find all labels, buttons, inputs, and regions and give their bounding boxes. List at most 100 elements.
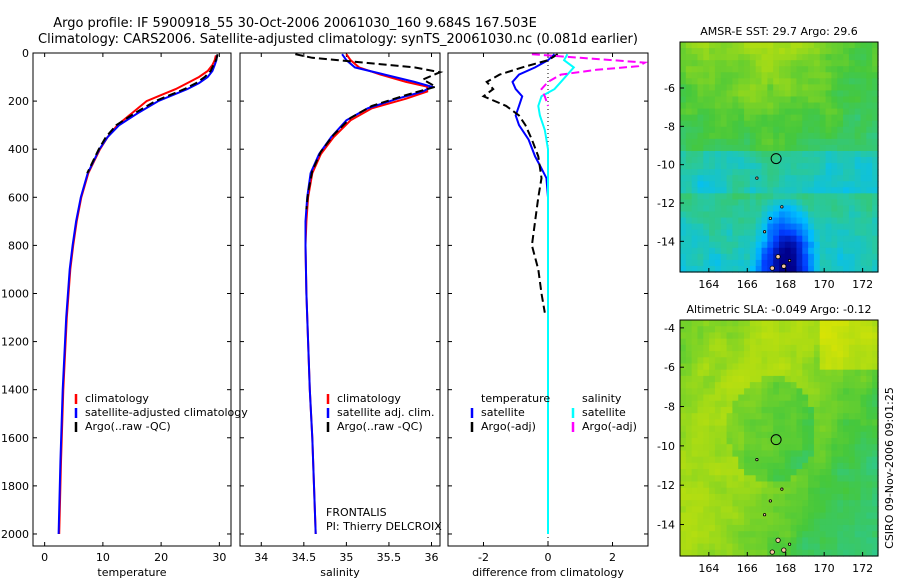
map-cell <box>819 193 827 200</box>
map-cell <box>738 444 745 452</box>
map-cell <box>779 157 786 164</box>
map-cell <box>744 326 751 334</box>
map-cell <box>703 169 710 176</box>
map-cell <box>703 493 710 501</box>
map-cell <box>813 382 821 389</box>
map-cell <box>790 338 798 346</box>
map-cell <box>703 163 710 170</box>
y-tick-label: 1000 <box>1 287 29 300</box>
map-cell <box>848 163 856 170</box>
map-cell <box>854 150 862 158</box>
map-cell <box>784 400 792 408</box>
map-cell <box>796 169 803 176</box>
map-cell <box>872 375 879 383</box>
map-cell <box>848 205 856 213</box>
map-cell <box>767 394 774 402</box>
map-cell <box>784 487 792 495</box>
map-cell <box>749 211 757 219</box>
map-cell <box>691 199 699 207</box>
map-cell <box>738 157 745 164</box>
map-cell <box>744 456 751 464</box>
map-cell <box>755 132 763 140</box>
map-cell <box>738 132 745 140</box>
map-cell <box>854 500 862 507</box>
map-cell <box>848 72 856 79</box>
map-cell <box>784 72 792 79</box>
map-cell <box>685 400 693 408</box>
map-cell <box>825 211 833 219</box>
map-cell <box>813 96 821 104</box>
map-cell <box>755 351 763 358</box>
map-cell <box>819 150 827 158</box>
map-cell <box>779 42 786 49</box>
map-cell <box>755 169 763 176</box>
map-cell <box>720 54 728 61</box>
map-cell <box>790 108 798 116</box>
map-cell <box>755 369 763 377</box>
map-cell <box>831 84 838 92</box>
map-cell <box>779 60 786 67</box>
map-cell <box>848 369 856 377</box>
map-cell <box>749 549 757 557</box>
map-cell <box>685 211 693 219</box>
map-cell <box>796 193 803 200</box>
map-cell <box>802 211 809 219</box>
map-cell <box>802 512 809 520</box>
map-cell <box>860 363 867 371</box>
map-cell <box>802 90 809 98</box>
map-cell <box>860 126 867 134</box>
map-cell <box>784 338 792 346</box>
map-cell <box>685 481 693 489</box>
map-cell <box>790 425 798 433</box>
map-cell <box>714 444 722 452</box>
map-cell <box>813 78 821 85</box>
map-cell <box>744 444 751 452</box>
credit-text: CSIRO 09-Nov-2006 09:01:25 <box>883 387 896 549</box>
map-cell <box>691 48 699 55</box>
map-cell <box>726 469 734 476</box>
map-cell <box>802 456 809 464</box>
map-cell <box>680 108 687 116</box>
map-cell <box>732 253 739 261</box>
map-cell <box>732 400 739 408</box>
map-cell <box>825 351 833 358</box>
map-cell <box>685 388 693 396</box>
map-cell <box>732 199 739 207</box>
map-cell <box>779 48 786 55</box>
map-cell <box>732 169 739 176</box>
map-cell <box>680 223 687 231</box>
map-cell <box>732 512 739 520</box>
map-cell <box>813 187 821 194</box>
map-cell <box>854 388 862 396</box>
map-cell <box>779 326 786 334</box>
map-cell <box>773 114 780 122</box>
map-cell <box>831 326 838 334</box>
map-cell <box>691 326 699 334</box>
map-cell <box>709 144 716 152</box>
map-cell <box>767 120 774 128</box>
map-cell <box>831 537 838 545</box>
map-cell <box>767 84 774 92</box>
map-cell <box>860 475 867 483</box>
map-cell <box>872 431 879 439</box>
map-cell <box>738 326 745 334</box>
map-cell <box>697 388 704 396</box>
map-cell <box>860 48 867 55</box>
map-cell <box>866 549 873 557</box>
map-cell <box>819 369 827 377</box>
map-cell <box>802 175 809 182</box>
map-cell <box>680 438 687 445</box>
map-cell <box>796 187 803 194</box>
map-cell <box>773 60 780 67</box>
map-cell <box>685 493 693 501</box>
map-cell <box>749 500 757 507</box>
map-cell <box>831 531 838 538</box>
map-cell <box>720 150 728 158</box>
map-cell <box>808 205 815 213</box>
map-cell <box>790 66 798 73</box>
map-cell <box>802 382 809 389</box>
map-cell <box>837 543 844 551</box>
map-cell <box>773 388 780 396</box>
map-cell <box>773 54 780 61</box>
map-cell <box>872 54 879 61</box>
